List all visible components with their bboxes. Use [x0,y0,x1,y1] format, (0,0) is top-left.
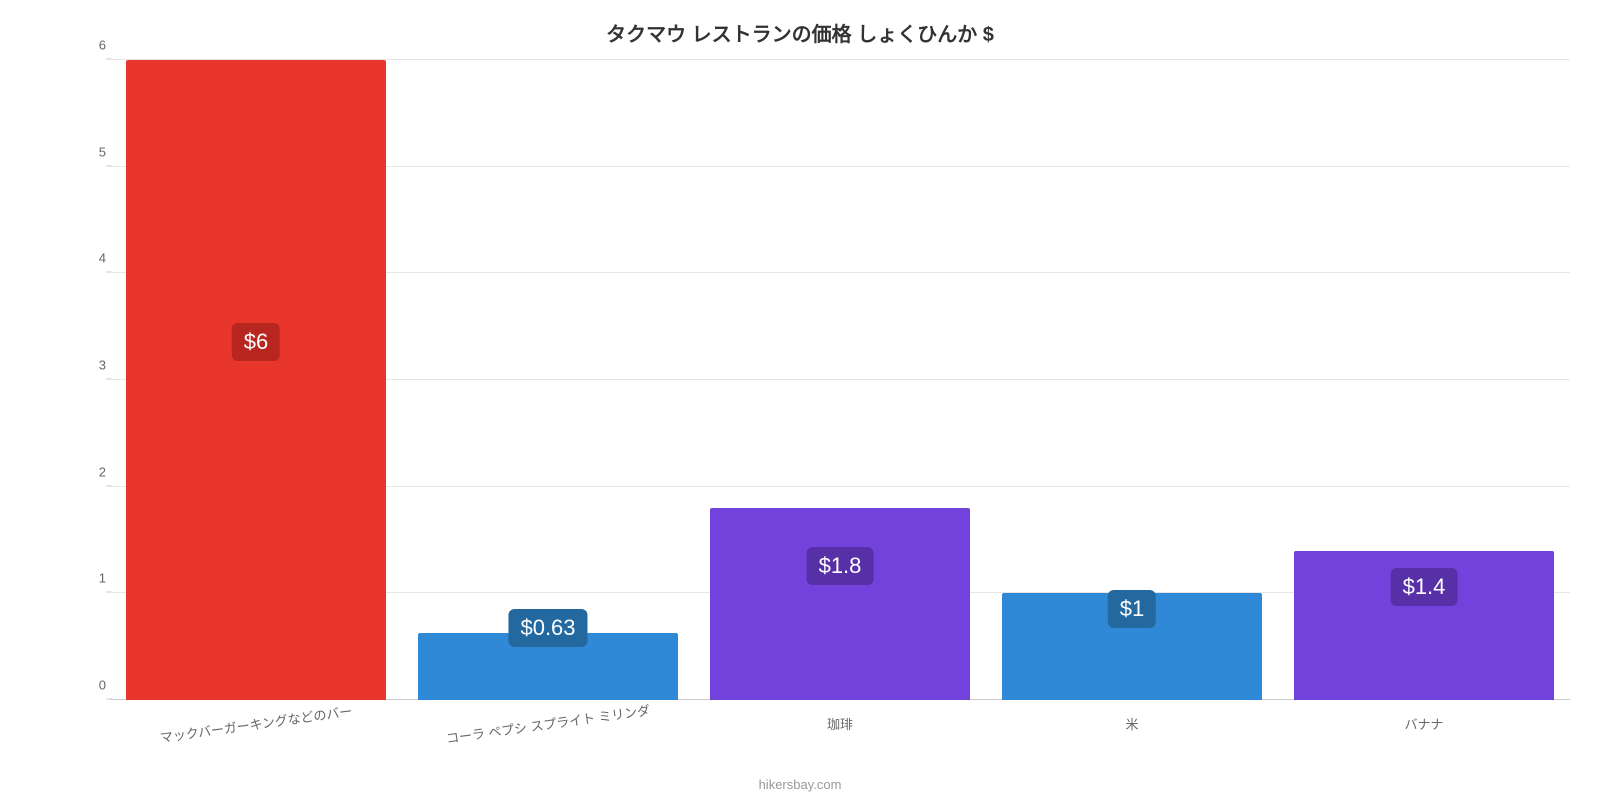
chart-title: タクマウ レストランの価格 しょくひんか $ [0,0,1600,47]
bar-value-label: $0.63 [508,609,587,647]
bar [710,508,970,700]
ytick-label: 1 [80,571,106,586]
bar-value-label: $6 [232,323,280,361]
bar-value-label: $1.8 [807,547,874,585]
ytick-label: 6 [80,38,106,53]
ytick-label: 2 [80,464,106,479]
bar-group: $1.4 バナナ [1294,60,1554,700]
ytick-label: 0 [80,678,106,693]
ytick-label: 4 [80,251,106,266]
x-category-label: バナナ [1404,714,1443,733]
ytick-label: 3 [80,358,106,373]
x-category-label: マックバーガーキングなどのバー [159,701,354,747]
x-category-label: 米 [1125,714,1138,733]
bar-group: $6 マックバーガーキングなどのバー [126,60,386,700]
chart-area: 0 1 2 3 4 5 6 $6 マックバーガーキングなどのバー $0.63 コ… [80,60,1570,700]
x-category-label: コーラ ペプシ スプライト ミリンダ [445,700,651,747]
watermark: hikersbay.com [759,777,842,792]
ytick-label: 5 [80,144,106,159]
x-category-label: 珈琲 [827,714,853,733]
bar-group: $0.63 コーラ ペプシ スプライト ミリンダ [418,60,678,700]
bar-group: $1.8 珈琲 [710,60,970,700]
bar-value-label: $1.4 [1391,568,1458,606]
bar-value-label: $1 [1108,590,1156,628]
bar-group: $1 米 [1002,60,1262,700]
plot-region: $6 マックバーガーキングなどのバー $0.63 コーラ ペプシ スプライト ミ… [110,60,1570,700]
bar [126,60,386,700]
